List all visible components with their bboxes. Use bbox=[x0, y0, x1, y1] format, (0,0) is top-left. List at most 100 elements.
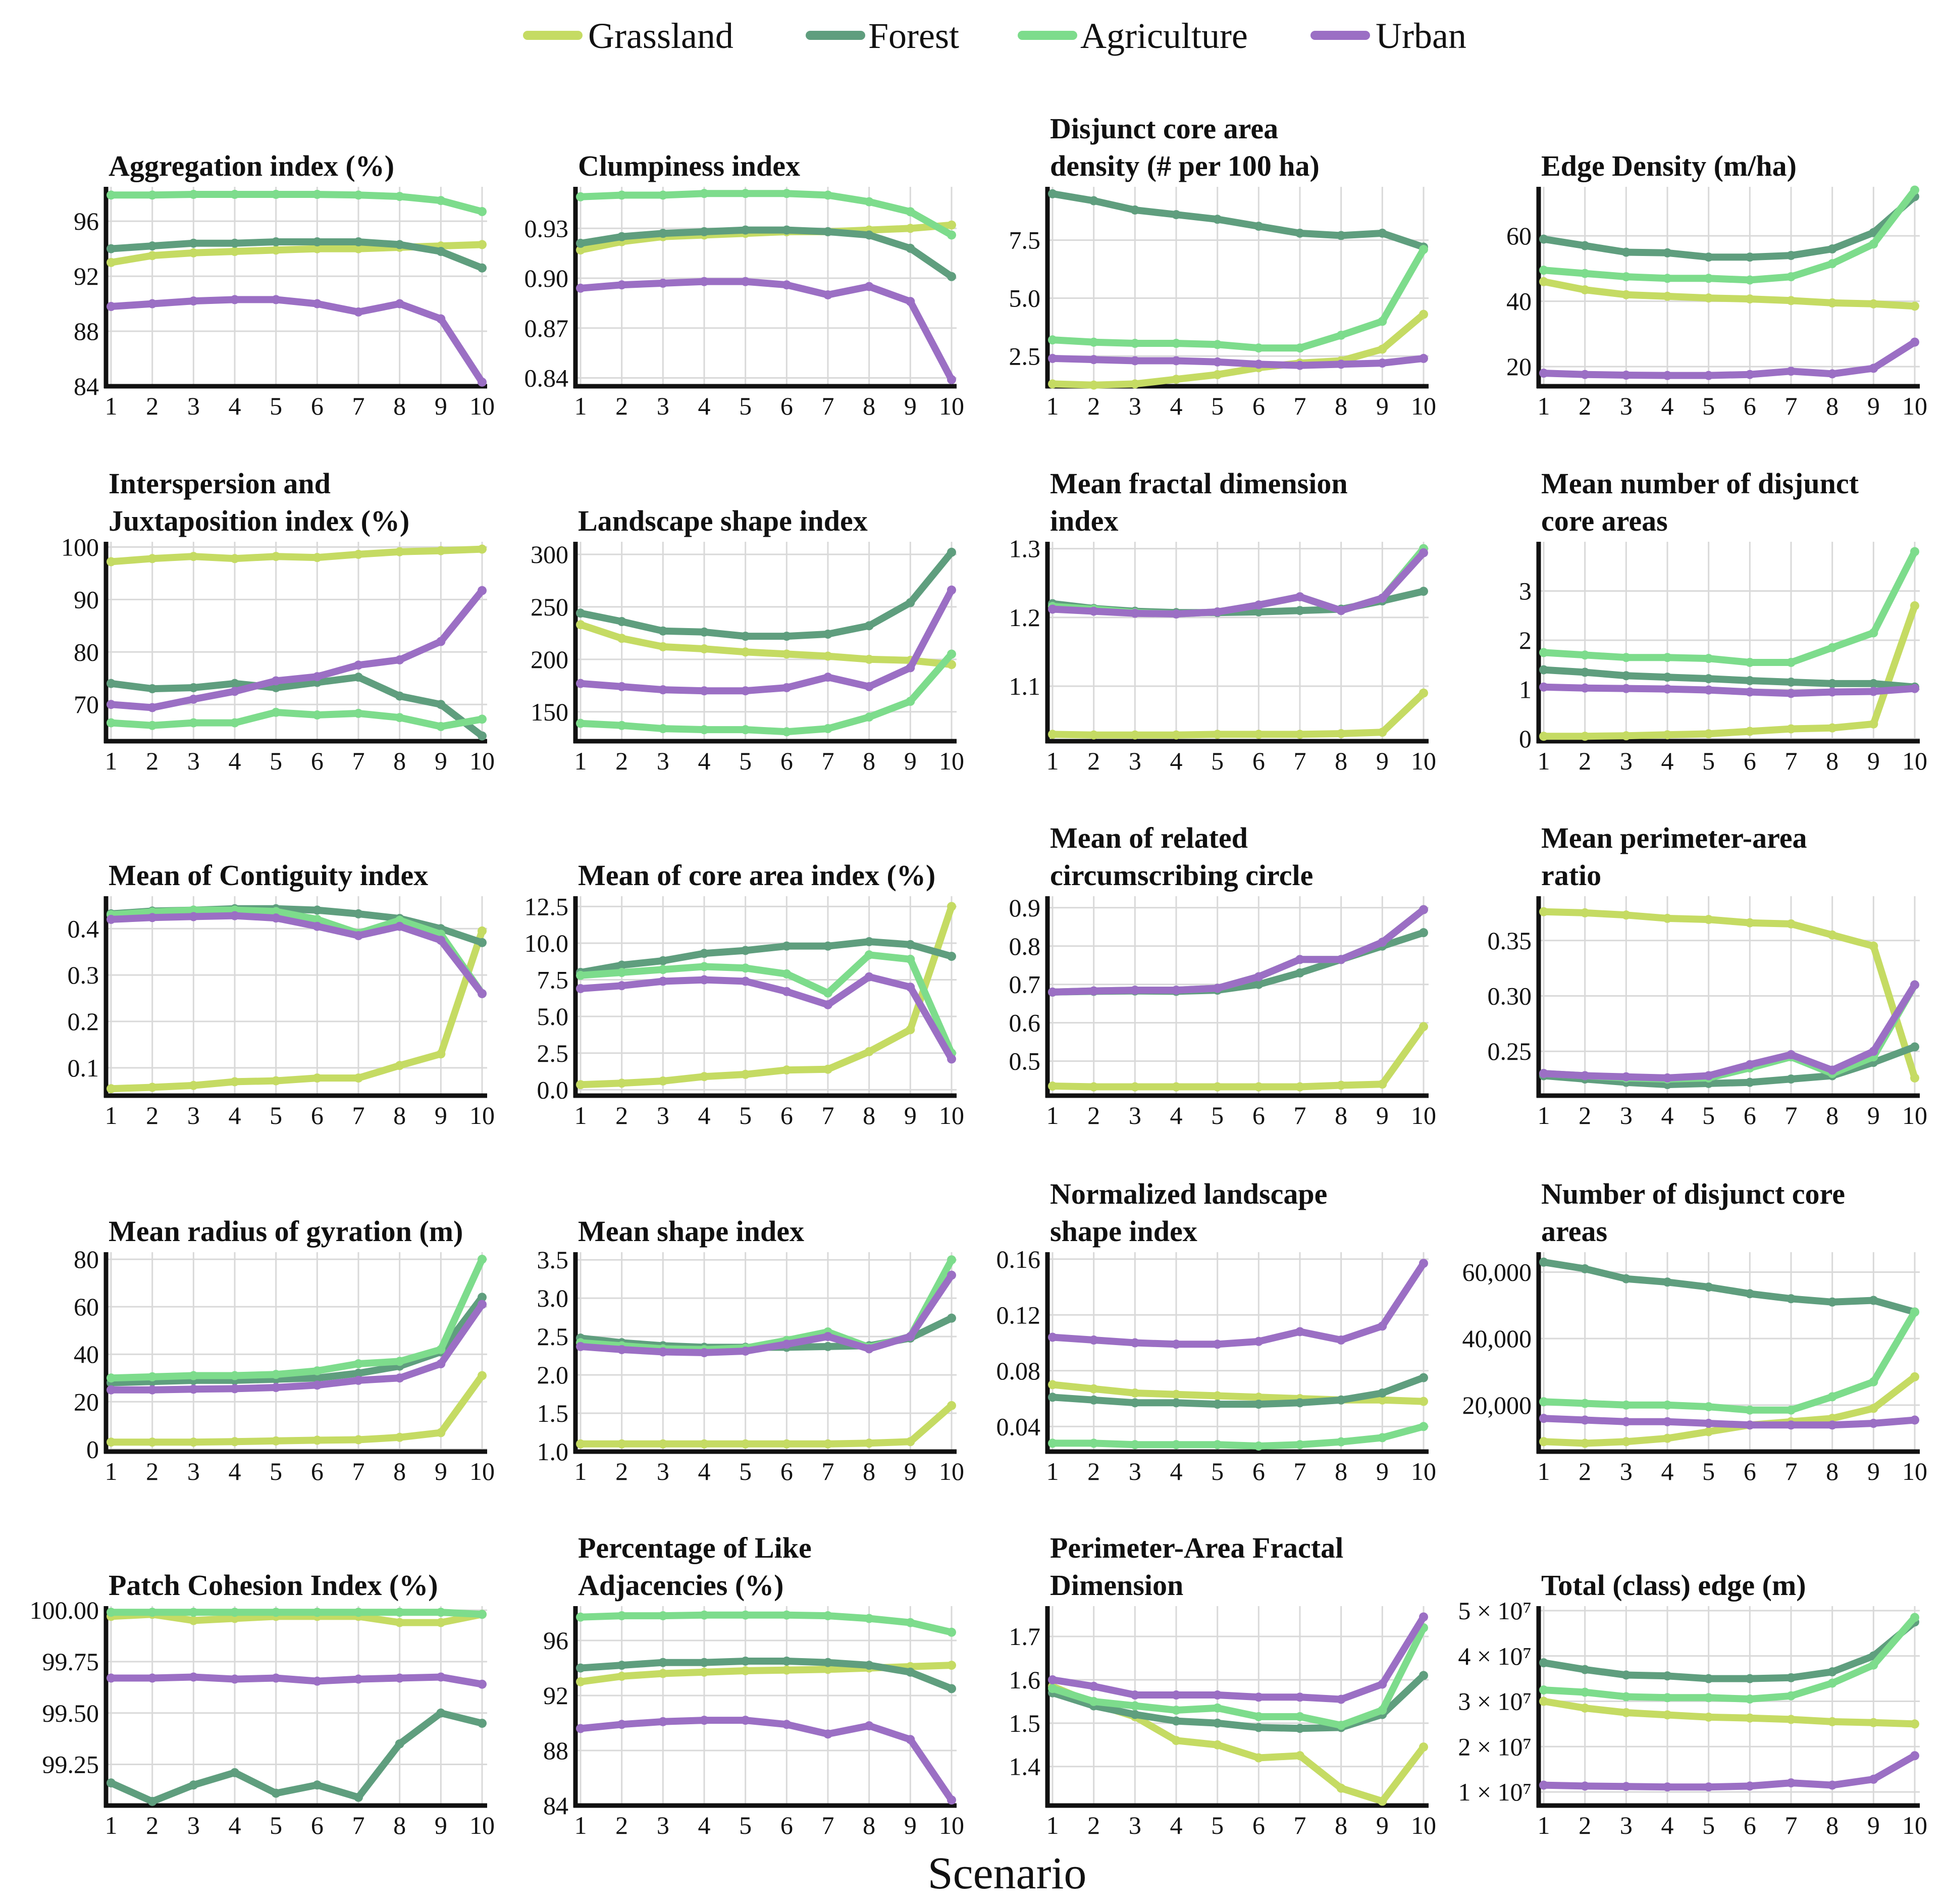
data-point bbox=[906, 697, 915, 706]
data-point bbox=[1869, 1404, 1878, 1413]
x-tick-label: 3 bbox=[187, 1811, 200, 1839]
data-point bbox=[1295, 592, 1304, 601]
series-agriculture bbox=[1539, 547, 1919, 667]
x-tick-label: 9 bbox=[435, 1101, 447, 1129]
series-line bbox=[577, 1611, 955, 1636]
x-tick-label: 2 bbox=[1087, 747, 1100, 775]
legend-item-forest: Forest bbox=[806, 16, 959, 56]
data-point bbox=[1910, 1073, 1919, 1083]
data-point bbox=[1295, 1751, 1304, 1761]
data-point bbox=[576, 608, 585, 618]
data-point bbox=[1419, 353, 1428, 363]
data-point bbox=[1663, 248, 1672, 258]
data-point bbox=[1378, 1079, 1387, 1089]
data-point bbox=[617, 617, 626, 626]
data-point bbox=[230, 718, 239, 728]
data-point bbox=[1827, 1420, 1837, 1430]
data-point bbox=[189, 1437, 198, 1447]
data-point bbox=[1745, 1781, 1755, 1791]
data-point bbox=[1254, 980, 1264, 989]
data-point bbox=[947, 1795, 956, 1805]
panel-mean-of-contiguity-index: Mean of Contiguity index 1 2 3 4 5 6 7 8 9 10 0.1 0.… bbox=[68, 859, 495, 1129]
data-point bbox=[1130, 356, 1140, 366]
data-point bbox=[107, 1673, 116, 1683]
data-point bbox=[1172, 730, 1181, 740]
data-point bbox=[312, 1073, 322, 1083]
data-point bbox=[864, 654, 874, 664]
data-point bbox=[1910, 337, 1919, 347]
x-tick-label: 10 bbox=[939, 392, 964, 420]
data-point bbox=[947, 649, 956, 659]
data-point bbox=[1213, 1690, 1222, 1700]
y-tick-label: 1 bbox=[1519, 676, 1532, 704]
series-line bbox=[577, 621, 955, 668]
data-point bbox=[1621, 1417, 1631, 1426]
series-agriculture bbox=[107, 707, 487, 731]
panel-title-line: index bbox=[1050, 504, 1118, 537]
data-point bbox=[617, 721, 626, 730]
data-point bbox=[395, 1608, 404, 1617]
y-tick-label: 84 bbox=[74, 372, 99, 400]
x-tick-label: 7 bbox=[352, 1101, 365, 1129]
data-point bbox=[478, 207, 487, 217]
data-point bbox=[1704, 1782, 1713, 1792]
x-tick-label: 8 bbox=[863, 1811, 875, 1839]
x-tick-label: 7 bbox=[1294, 1101, 1306, 1129]
x-tick-label: 3 bbox=[657, 1457, 669, 1485]
data-point bbox=[1704, 274, 1713, 283]
y-tick-label: 1 × 10⁷ bbox=[1458, 1778, 1532, 1806]
x-tick-label: 10 bbox=[469, 1101, 495, 1129]
data-point bbox=[1130, 1440, 1140, 1450]
data-point bbox=[658, 965, 668, 974]
data-point bbox=[947, 1684, 956, 1693]
x-tick-label: 9 bbox=[435, 1811, 447, 1839]
y-tick-label: 0.9 bbox=[1009, 894, 1041, 922]
data-point bbox=[1336, 231, 1346, 240]
x-tick-label: 5 bbox=[1702, 1811, 1715, 1839]
panel-title: Mean of core area index (%) bbox=[578, 859, 935, 892]
data-point bbox=[1663, 913, 1672, 923]
data-point bbox=[230, 1437, 239, 1447]
y-tick-label: 92 bbox=[543, 1681, 568, 1710]
data-point bbox=[1704, 654, 1713, 663]
data-point bbox=[1580, 370, 1590, 379]
data-point bbox=[478, 1371, 487, 1380]
data-point bbox=[823, 988, 832, 998]
data-point bbox=[395, 547, 404, 556]
data-point bbox=[478, 926, 487, 936]
data-point bbox=[823, 227, 832, 236]
y-tick-label: 99.50 bbox=[42, 1699, 99, 1727]
data-point bbox=[947, 547, 956, 557]
series-grassland bbox=[107, 1371, 487, 1447]
series-urban bbox=[1539, 1414, 1919, 1430]
x-tick-label: 6 bbox=[1744, 1101, 1756, 1129]
data-point bbox=[700, 975, 709, 985]
data-point bbox=[1621, 272, 1631, 282]
x-tick-label: 5 bbox=[739, 1457, 752, 1485]
x-tick-label: 5 bbox=[270, 392, 282, 420]
data-point bbox=[1827, 369, 1837, 379]
data-point bbox=[1827, 1297, 1837, 1307]
series-line bbox=[1540, 1043, 1918, 1089]
data-point bbox=[436, 936, 446, 945]
data-point bbox=[1745, 1060, 1755, 1069]
data-point bbox=[1089, 380, 1098, 390]
x-tick-label: 6 bbox=[311, 1101, 324, 1129]
series-forest bbox=[1539, 665, 1919, 692]
x-tick-label: 3 bbox=[1620, 1457, 1633, 1485]
series-line bbox=[577, 938, 955, 976]
data-point bbox=[741, 946, 750, 955]
data-point bbox=[700, 1658, 709, 1667]
data-point bbox=[230, 687, 239, 696]
data-point bbox=[312, 1373, 322, 1383]
data-point bbox=[147, 299, 157, 308]
data-point bbox=[1295, 228, 1304, 238]
data-point bbox=[1787, 250, 1796, 260]
series-line bbox=[108, 296, 486, 386]
data-point bbox=[1580, 1687, 1590, 1697]
data-point bbox=[1827, 244, 1837, 254]
data-point bbox=[1213, 984, 1222, 993]
y-tick-label: 150 bbox=[531, 698, 568, 726]
data-point bbox=[354, 1073, 363, 1083]
data-point bbox=[1910, 980, 1919, 990]
